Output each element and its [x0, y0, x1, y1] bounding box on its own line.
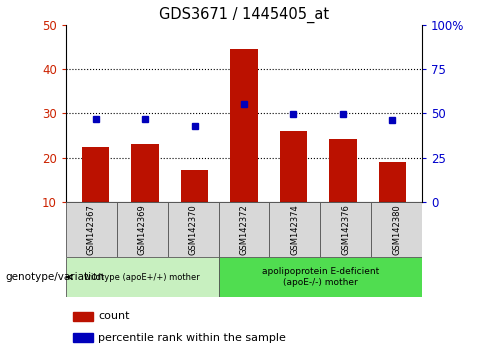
Text: wildtype (apoE+/+) mother: wildtype (apoE+/+) mother	[84, 273, 200, 281]
Bar	[280, 131, 307, 202]
Text: GSM142369: GSM142369	[138, 204, 147, 255]
Text: GSM142372: GSM142372	[240, 204, 248, 255]
Text: percentile rank within the sample: percentile rank within the sample	[98, 333, 286, 343]
Bar	[329, 138, 357, 202]
Bar	[181, 170, 208, 202]
Bar	[219, 202, 269, 257]
Text: apolipoprotein E-deficient
(apoE-/-) mother: apolipoprotein E-deficient (apoE-/-) mot…	[262, 267, 379, 287]
Bar	[66, 257, 219, 297]
Bar	[82, 147, 109, 202]
Bar	[269, 202, 320, 257]
Text: count: count	[98, 312, 129, 321]
Text: GSM142374: GSM142374	[290, 204, 300, 255]
Bar	[219, 257, 422, 297]
Bar	[168, 202, 219, 257]
Text: GSM142367: GSM142367	[87, 204, 96, 255]
Bar	[117, 202, 168, 257]
Bar	[131, 144, 159, 202]
Bar	[320, 202, 371, 257]
Bar	[73, 312, 93, 321]
Text: GSM142376: GSM142376	[341, 204, 350, 255]
Title: GDS3671 / 1445405_at: GDS3671 / 1445405_at	[159, 7, 329, 23]
Bar	[379, 162, 406, 202]
Text: genotype/variation: genotype/variation	[5, 272, 104, 282]
Text: GSM142380: GSM142380	[392, 204, 401, 255]
Bar	[73, 333, 93, 343]
Bar	[371, 202, 422, 257]
Bar	[230, 49, 258, 202]
Bar	[66, 202, 117, 257]
Text: GSM142370: GSM142370	[188, 204, 198, 255]
